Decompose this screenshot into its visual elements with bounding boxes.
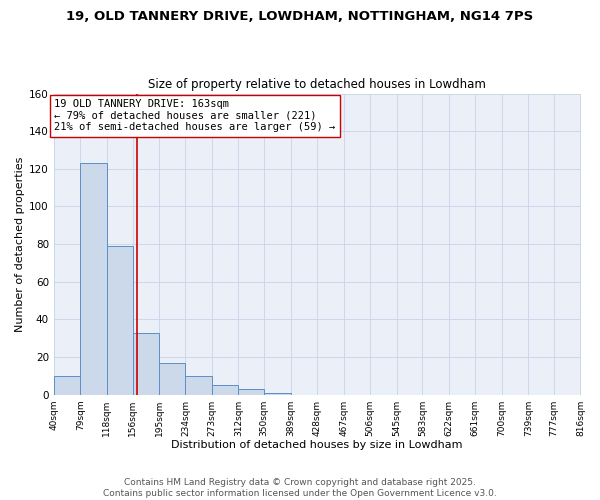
Bar xyxy=(54,376,80,394)
Bar xyxy=(133,332,159,394)
Y-axis label: Number of detached properties: Number of detached properties xyxy=(15,156,25,332)
Bar xyxy=(159,362,185,394)
Bar xyxy=(107,246,133,394)
Bar xyxy=(264,392,290,394)
Text: 19 OLD TANNERY DRIVE: 163sqm
← 79% of detached houses are smaller (221)
21% of s: 19 OLD TANNERY DRIVE: 163sqm ← 79% of de… xyxy=(55,99,336,132)
Bar xyxy=(185,376,212,394)
Title: Size of property relative to detached houses in Lowdham: Size of property relative to detached ho… xyxy=(148,78,486,91)
Text: Contains HM Land Registry data © Crown copyright and database right 2025.
Contai: Contains HM Land Registry data © Crown c… xyxy=(103,478,497,498)
Bar xyxy=(80,163,107,394)
Bar xyxy=(212,385,238,394)
Text: 19, OLD TANNERY DRIVE, LOWDHAM, NOTTINGHAM, NG14 7PS: 19, OLD TANNERY DRIVE, LOWDHAM, NOTTINGH… xyxy=(67,10,533,23)
Bar xyxy=(238,389,264,394)
X-axis label: Distribution of detached houses by size in Lowdham: Distribution of detached houses by size … xyxy=(172,440,463,450)
